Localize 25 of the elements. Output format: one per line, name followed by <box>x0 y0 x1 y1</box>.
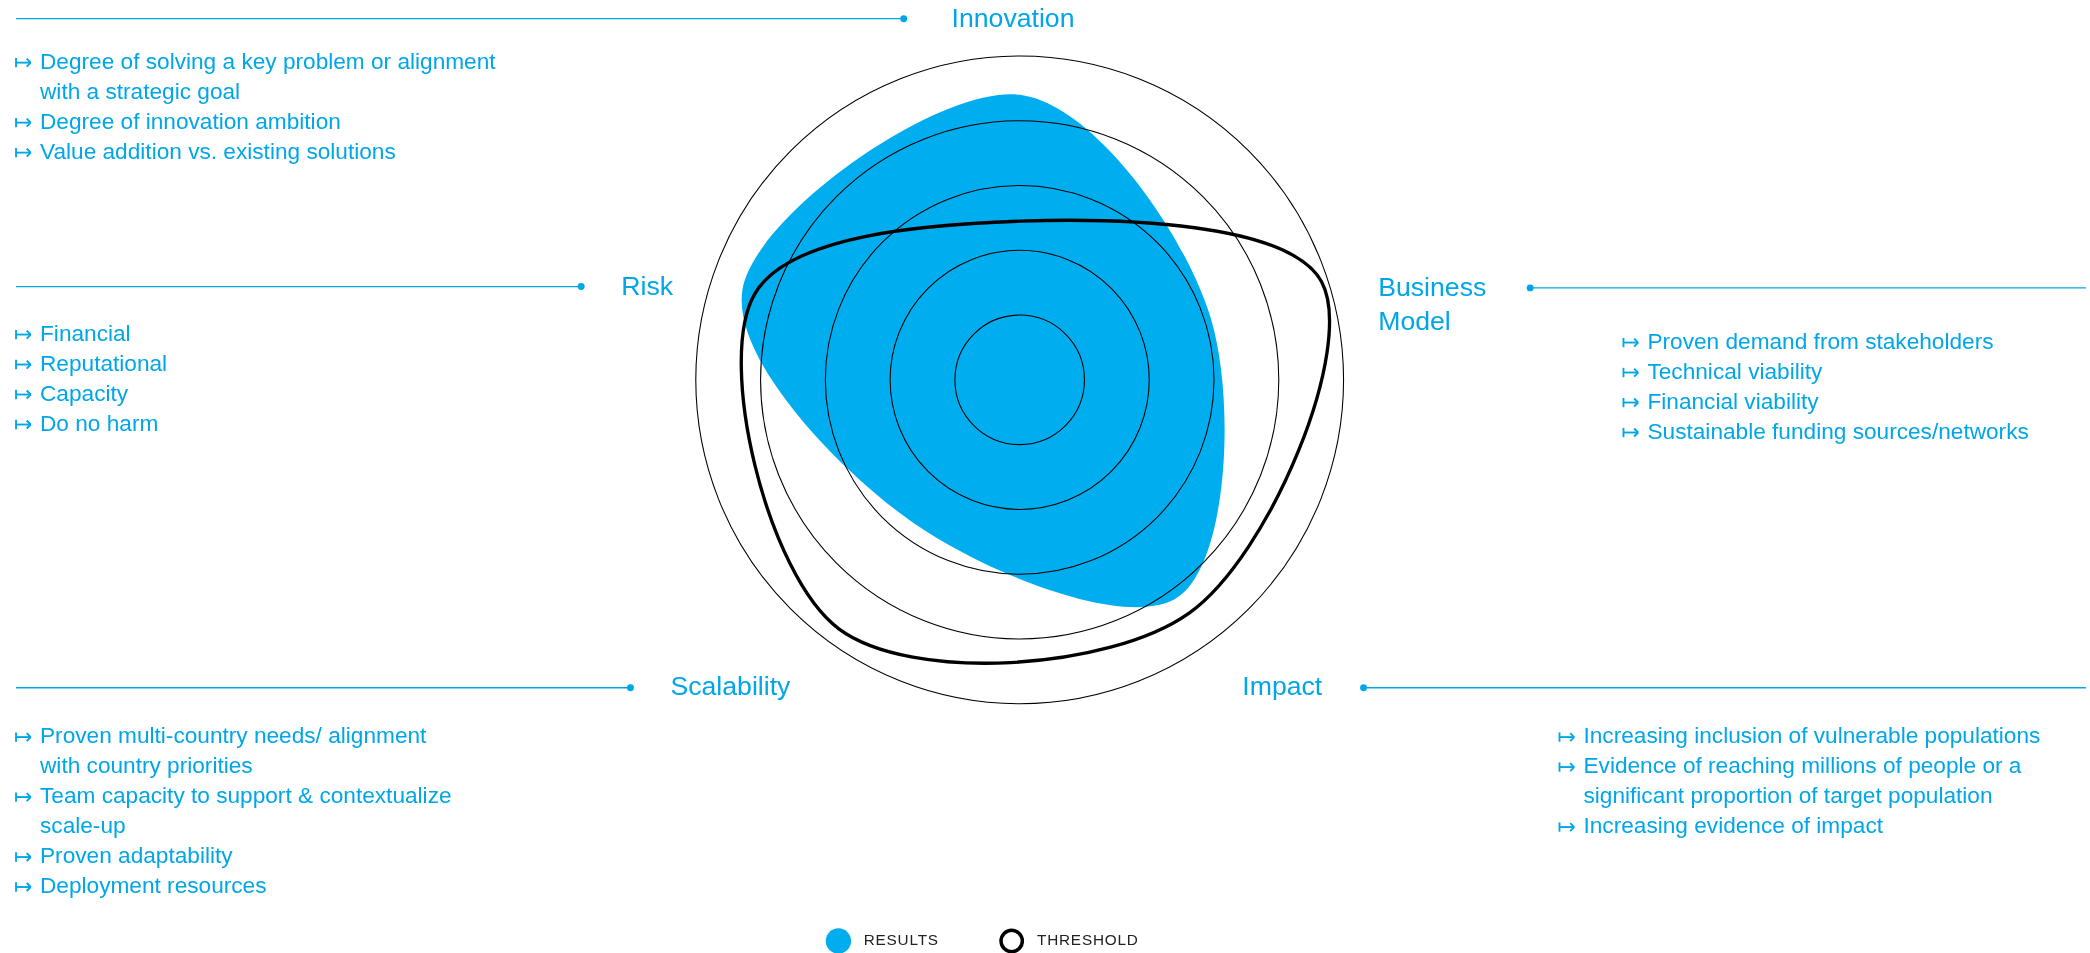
spoke-label: Scalability <box>670 670 792 701</box>
text: Sustainable funding sources/networks <box>1647 417 2029 444</box>
text: Deployment resources <box>40 872 267 899</box>
text: Increasing inclusion of vulnerable populations <box>1583 722 2041 749</box>
text: Degree of innovation ambition <box>40 107 341 134</box>
text: Increasing evidence of impact <box>1583 812 1884 839</box>
text: Degree of solving a key problem or alignment with a strategic goal <box>39 47 497 104</box>
legend-label: RESULTS <box>863 931 939 949</box>
text: Team capacity to support & contextualize scale-up <box>40 782 452 839</box>
text: Financial viability <box>1647 387 1820 414</box>
text: Evidence of reaching millions of people or a significant proportion of target population <box>1583 752 2022 809</box>
text: Technical viability <box>1647 357 1824 384</box>
spoke-label: Business Model <box>1378 272 1487 336</box>
text: Proven demand from stakeholders <box>1647 327 1994 354</box>
text: Reputational <box>40 349 168 376</box>
legend-label: THRESHOLD <box>1037 931 1139 949</box>
text: Proven adaptability <box>40 842 234 869</box>
text: Proven multi-country needs/ alignment with country priorities <box>39 722 428 779</box>
text: Value addition vs. existing solutions <box>40 137 396 164</box>
spoke-label: Impact <box>1242 670 1323 701</box>
text: Do no harm <box>40 409 159 436</box>
text: Capacity <box>40 379 129 406</box>
spoke-label: Innovation <box>951 3 1075 34</box>
spoke-label: Risk <box>621 270 674 301</box>
text: Financial <box>40 319 131 346</box>
